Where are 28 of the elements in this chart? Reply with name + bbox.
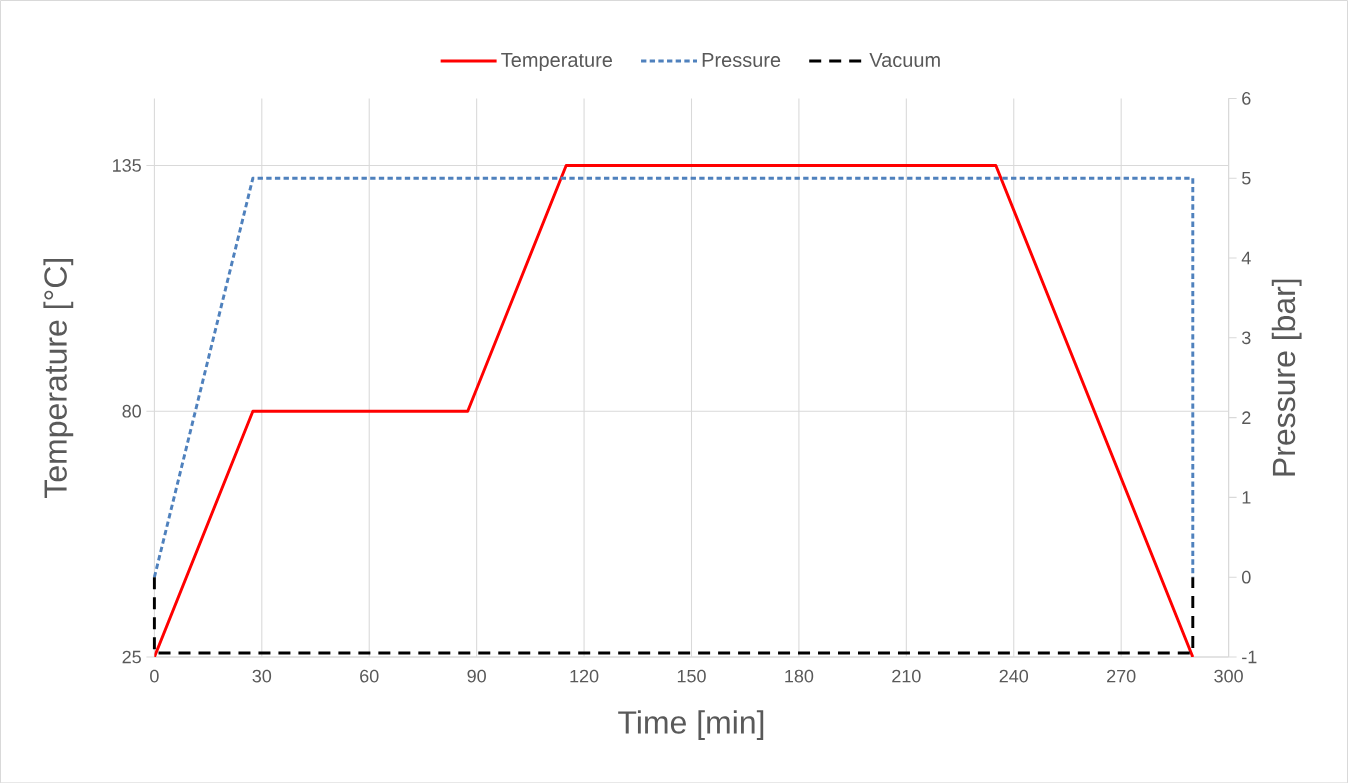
x-tick-label: 30	[252, 669, 272, 683]
y2-tick-label: 1	[1242, 491, 1251, 504]
x-tick-label: 90	[467, 669, 486, 683]
legend-label: Pressure	[702, 52, 781, 67]
x-tick-label: 180	[785, 669, 814, 683]
y2-tick-label: 2	[1242, 411, 1251, 424]
y2-tick-label: -1	[1242, 650, 1257, 663]
y2-tick-label: 4	[1241, 251, 1251, 264]
y2-tick-label: 6	[1242, 91, 1251, 105]
y-tick-label: 25	[122, 650, 141, 664]
y-axis-title: Temperature [°C]	[43, 258, 74, 498]
y2-tick-label: 3	[1241, 331, 1251, 344]
x-tick-label: 120	[570, 669, 599, 683]
x-tick-label: 210	[892, 669, 921, 683]
y2-tick-label: 0	[1242, 570, 1251, 584]
x-tick-label: 0	[150, 669, 159, 683]
x-tick-label: 150	[677, 669, 706, 683]
y-tick-label: 80	[122, 404, 141, 418]
y2-tick-label: 5	[1242, 171, 1251, 185]
legend-label: Temperature	[501, 52, 613, 71]
x-tick-label: 300	[1214, 669, 1243, 683]
x-axis-title: Time [min]	[618, 710, 764, 740]
y2-axis-title: Pressure [bar]	[1271, 279, 1302, 476]
x-tick-label: 240	[999, 669, 1029, 683]
y-tick-label: 135	[113, 158, 141, 172]
x-tick-label: 270	[1107, 669, 1136, 683]
x-tick-label: 60	[360, 669, 379, 683]
legend-label: Vacuum	[869, 52, 940, 67]
